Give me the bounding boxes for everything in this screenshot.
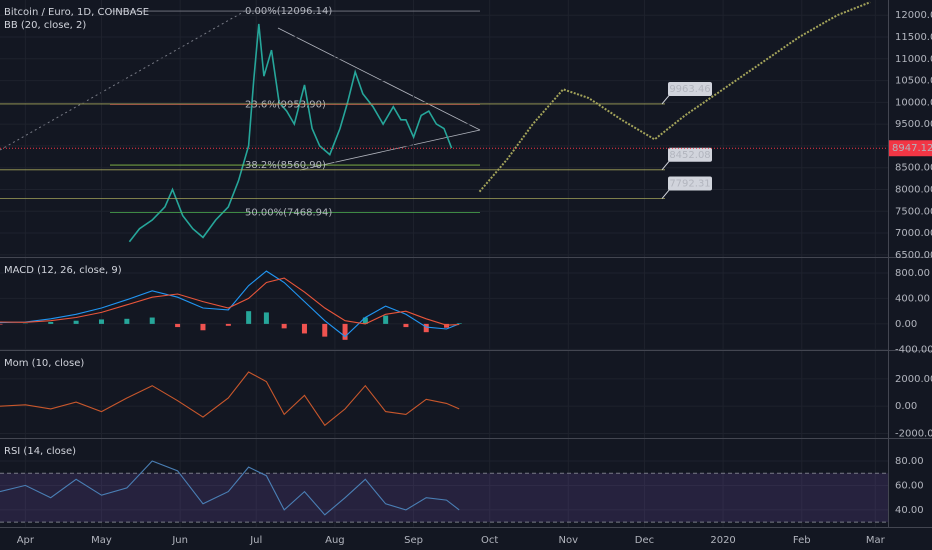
y-tick-label: 0.00 — [895, 319, 917, 330]
callout-label: 7792.31 — [669, 179, 710, 190]
histogram-bar — [149, 317, 155, 324]
series-line — [0, 371, 460, 427]
y-tick-label: 7000.00 — [895, 228, 932, 239]
last-price-label: 8947.12 — [892, 143, 932, 154]
callout-label: 9963.46 — [669, 84, 710, 95]
pane-title: Bitcoin / Euro, 1D, COINBASE — [4, 7, 149, 18]
x-tick-label: 2020 — [710, 535, 735, 546]
histogram-bar — [246, 311, 252, 324]
series-line — [0, 277, 460, 326]
histogram-bar — [403, 323, 409, 328]
y-tick-label: -2000.00 — [895, 428, 932, 439]
fib-label: 38.2%(8560.90) — [245, 160, 326, 171]
fib-label: 0.00%(12096.14) — [245, 6, 332, 17]
y-tick-label: 40.00 — [895, 505, 924, 516]
y-tick-label: 8500.00 — [895, 163, 932, 174]
histogram-bar — [124, 318, 130, 324]
y-tick-label: 60.00 — [895, 480, 924, 491]
histogram-bar — [456, 323, 462, 324]
last-price-box — [889, 140, 932, 157]
y-tick-label: 7500.00 — [895, 206, 932, 217]
y-tick-label: -400.00 — [895, 344, 932, 355]
histogram-bar — [383, 315, 389, 324]
fib-label: 23.6%(9953.90) — [245, 99, 326, 110]
pane-title: Mom (10, close) — [4, 358, 84, 369]
histogram-bar — [342, 323, 348, 340]
histogram-bar — [0, 323, 3, 325]
x-tick-label: Apr — [17, 535, 35, 546]
x-tick-label: Feb — [793, 535, 811, 546]
series-line — [0, 460, 460, 516]
y-tick-label: 2000.00 — [895, 374, 932, 385]
x-tick-label: Aug — [325, 535, 345, 546]
histogram-bar — [73, 320, 79, 324]
triangle-line — [277, 27, 481, 131]
callout-box — [668, 147, 712, 162]
y-tick-label: 6500.00 — [895, 250, 932, 261]
y-tick-label: 10000.00 — [895, 97, 932, 108]
y-tick-label: 0.00 — [895, 401, 917, 412]
x-tick-label: May — [91, 535, 112, 546]
pane-subtitle: BB (20, close, 2) — [4, 20, 86, 31]
y-tick-label: 11500.00 — [895, 32, 932, 43]
rsi-band — [0, 473, 888, 523]
histogram-bar — [322, 323, 328, 337]
y-tick-label: 12000.00 — [895, 10, 932, 21]
projection-line — [478, 1, 871, 193]
x-tick-label: Dec — [635, 535, 654, 546]
histogram-bar — [263, 312, 269, 324]
histogram-bar — [301, 323, 307, 334]
x-tick-label: Jul — [249, 535, 262, 546]
callout-box — [668, 176, 712, 191]
x-tick-label: Jun — [171, 535, 188, 546]
y-tick-label: 800.00 — [895, 268, 930, 279]
y-tick-label: 8000.00 — [895, 184, 932, 195]
triangle-line — [299, 129, 481, 171]
x-tick-label: Sep — [404, 535, 423, 546]
x-tick-label: Mar — [866, 535, 886, 546]
histogram-bar — [444, 323, 450, 328]
y-tick-label: 10500.00 — [895, 76, 932, 87]
pane-title: RSI (14, close) — [4, 446, 76, 457]
fib-label: 50.00%(7468.94) — [245, 208, 332, 219]
y-tick-label: 80.00 — [895, 456, 924, 467]
histogram-bar — [281, 323, 287, 329]
histogram-bar — [175, 323, 181, 328]
histogram-bar — [98, 319, 104, 324]
histogram-bar — [200, 323, 206, 331]
y-tick-label: 400.00 — [895, 293, 930, 304]
callout-box — [668, 81, 712, 96]
x-tick-label: Nov — [559, 535, 579, 546]
x-tick-label: Oct — [481, 535, 498, 546]
histogram-bar — [423, 323, 429, 333]
histogram-bar — [362, 317, 368, 324]
callout-label: 8452.08 — [669, 150, 710, 161]
pane-title: MACD (12, 26, close, 9) — [4, 265, 122, 276]
histogram-bar — [225, 323, 231, 326]
y-tick-label: 11000.00 — [895, 54, 932, 65]
y-tick-label: 9500.00 — [895, 119, 932, 130]
histogram-bar — [48, 321, 54, 324]
series-line — [0, 270, 460, 338]
